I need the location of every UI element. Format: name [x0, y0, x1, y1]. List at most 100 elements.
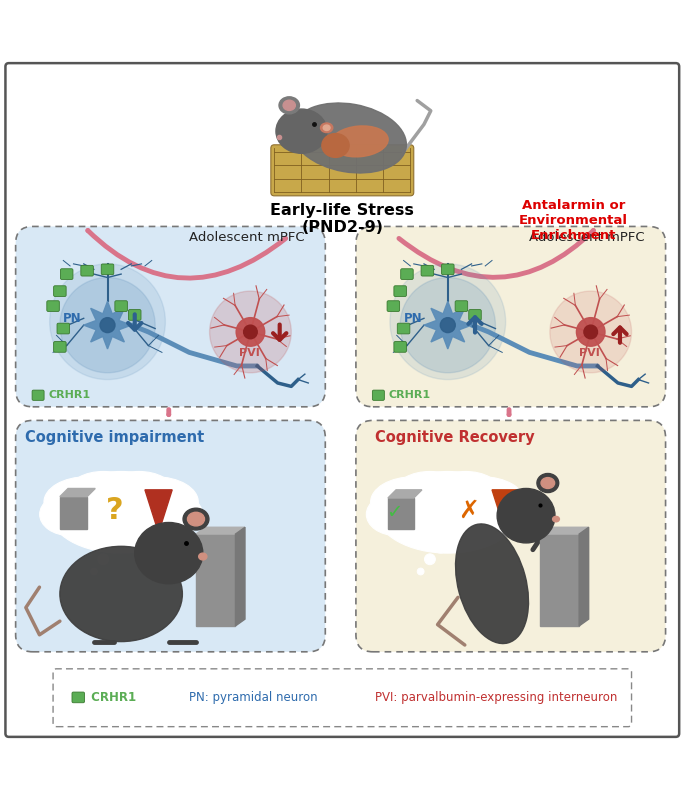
FancyBboxPatch shape [53, 342, 66, 352]
Ellipse shape [376, 471, 519, 553]
FancyBboxPatch shape [442, 264, 454, 274]
Ellipse shape [183, 508, 209, 530]
Ellipse shape [400, 278, 495, 373]
Text: CRHR1: CRHR1 [87, 691, 136, 704]
Text: PVI: PVI [579, 348, 600, 358]
Ellipse shape [199, 553, 207, 560]
FancyBboxPatch shape [72, 692, 84, 702]
Bar [60, 497, 87, 530]
FancyBboxPatch shape [47, 301, 60, 311]
Ellipse shape [541, 478, 555, 489]
Polygon shape [388, 490, 422, 498]
FancyBboxPatch shape [5, 63, 680, 737]
Polygon shape [236, 527, 245, 626]
FancyBboxPatch shape [53, 286, 66, 297]
Text: Cognitive Recovery: Cognitive Recovery [375, 430, 534, 445]
Ellipse shape [371, 477, 456, 527]
Ellipse shape [330, 126, 388, 157]
Ellipse shape [98, 554, 109, 565]
FancyBboxPatch shape [394, 286, 406, 297]
Ellipse shape [322, 134, 349, 158]
FancyBboxPatch shape [129, 310, 141, 320]
FancyBboxPatch shape [421, 266, 434, 276]
Text: Adolescent mPFC: Adolescent mPFC [530, 231, 645, 244]
Ellipse shape [366, 493, 426, 535]
Ellipse shape [497, 489, 555, 543]
Ellipse shape [105, 537, 122, 553]
Ellipse shape [553, 516, 560, 522]
Ellipse shape [105, 471, 173, 510]
Ellipse shape [69, 471, 138, 510]
Text: Antalarmin or
Environmental
Enrichment: Antalarmin or Environmental Enrichment [519, 199, 628, 242]
Ellipse shape [210, 291, 291, 373]
Ellipse shape [323, 125, 330, 130]
Text: ✗: ✗ [458, 499, 479, 523]
FancyBboxPatch shape [60, 269, 73, 279]
FancyBboxPatch shape [101, 264, 114, 274]
Ellipse shape [100, 318, 115, 333]
Polygon shape [60, 489, 95, 497]
Ellipse shape [60, 278, 155, 373]
FancyBboxPatch shape [53, 669, 632, 726]
Ellipse shape [244, 325, 258, 338]
Ellipse shape [550, 291, 632, 373]
Ellipse shape [469, 493, 530, 535]
Ellipse shape [142, 493, 203, 535]
Text: Adolescent mPFC: Adolescent mPFC [189, 231, 305, 244]
Text: CRHR1: CRHR1 [49, 390, 90, 400]
Ellipse shape [283, 100, 295, 110]
Polygon shape [424, 302, 471, 349]
Text: PN: PN [403, 312, 422, 325]
FancyBboxPatch shape [57, 323, 70, 334]
Bar [196, 534, 236, 626]
Polygon shape [540, 527, 588, 534]
FancyBboxPatch shape [16, 421, 325, 652]
FancyBboxPatch shape [356, 421, 666, 652]
Ellipse shape [456, 524, 529, 643]
Ellipse shape [50, 471, 192, 553]
Polygon shape [196, 527, 245, 534]
FancyBboxPatch shape [16, 226, 325, 407]
Ellipse shape [44, 477, 129, 527]
FancyBboxPatch shape [271, 145, 414, 196]
Ellipse shape [321, 123, 333, 133]
Ellipse shape [90, 568, 97, 575]
Ellipse shape [292, 103, 406, 173]
FancyBboxPatch shape [115, 301, 127, 311]
Text: CRHR1: CRHR1 [388, 390, 431, 400]
Ellipse shape [60, 546, 182, 642]
FancyBboxPatch shape [394, 342, 406, 352]
FancyBboxPatch shape [455, 301, 468, 311]
FancyBboxPatch shape [469, 310, 482, 320]
Polygon shape [84, 302, 132, 349]
Text: PN: PN [63, 312, 82, 325]
Ellipse shape [440, 318, 456, 333]
Bar [540, 534, 579, 626]
FancyArrowPatch shape [399, 230, 593, 278]
FancyBboxPatch shape [373, 390, 384, 400]
Ellipse shape [432, 471, 500, 510]
Ellipse shape [417, 568, 424, 575]
Ellipse shape [537, 474, 559, 493]
Bar [388, 498, 414, 530]
FancyBboxPatch shape [81, 266, 93, 276]
Ellipse shape [135, 522, 203, 584]
Ellipse shape [390, 264, 506, 379]
FancyArrowPatch shape [88, 230, 286, 278]
Text: ✓: ✓ [386, 503, 403, 522]
Polygon shape [145, 490, 172, 533]
Ellipse shape [112, 477, 198, 527]
Ellipse shape [576, 318, 605, 346]
Text: Early-life Stress
(PND2-9): Early-life Stress (PND2-9) [271, 202, 414, 235]
Ellipse shape [425, 554, 436, 565]
Text: PN: pyramidal neuron: PN: pyramidal neuron [189, 691, 318, 704]
Text: ?: ? [105, 497, 123, 526]
Ellipse shape [40, 493, 100, 535]
Ellipse shape [279, 97, 299, 114]
FancyBboxPatch shape [401, 269, 413, 279]
Text: PVI: PVI [239, 348, 260, 358]
Ellipse shape [584, 325, 597, 338]
Ellipse shape [396, 471, 464, 510]
Text: Cognitive impairment: Cognitive impairment [25, 430, 204, 445]
Ellipse shape [188, 512, 205, 526]
